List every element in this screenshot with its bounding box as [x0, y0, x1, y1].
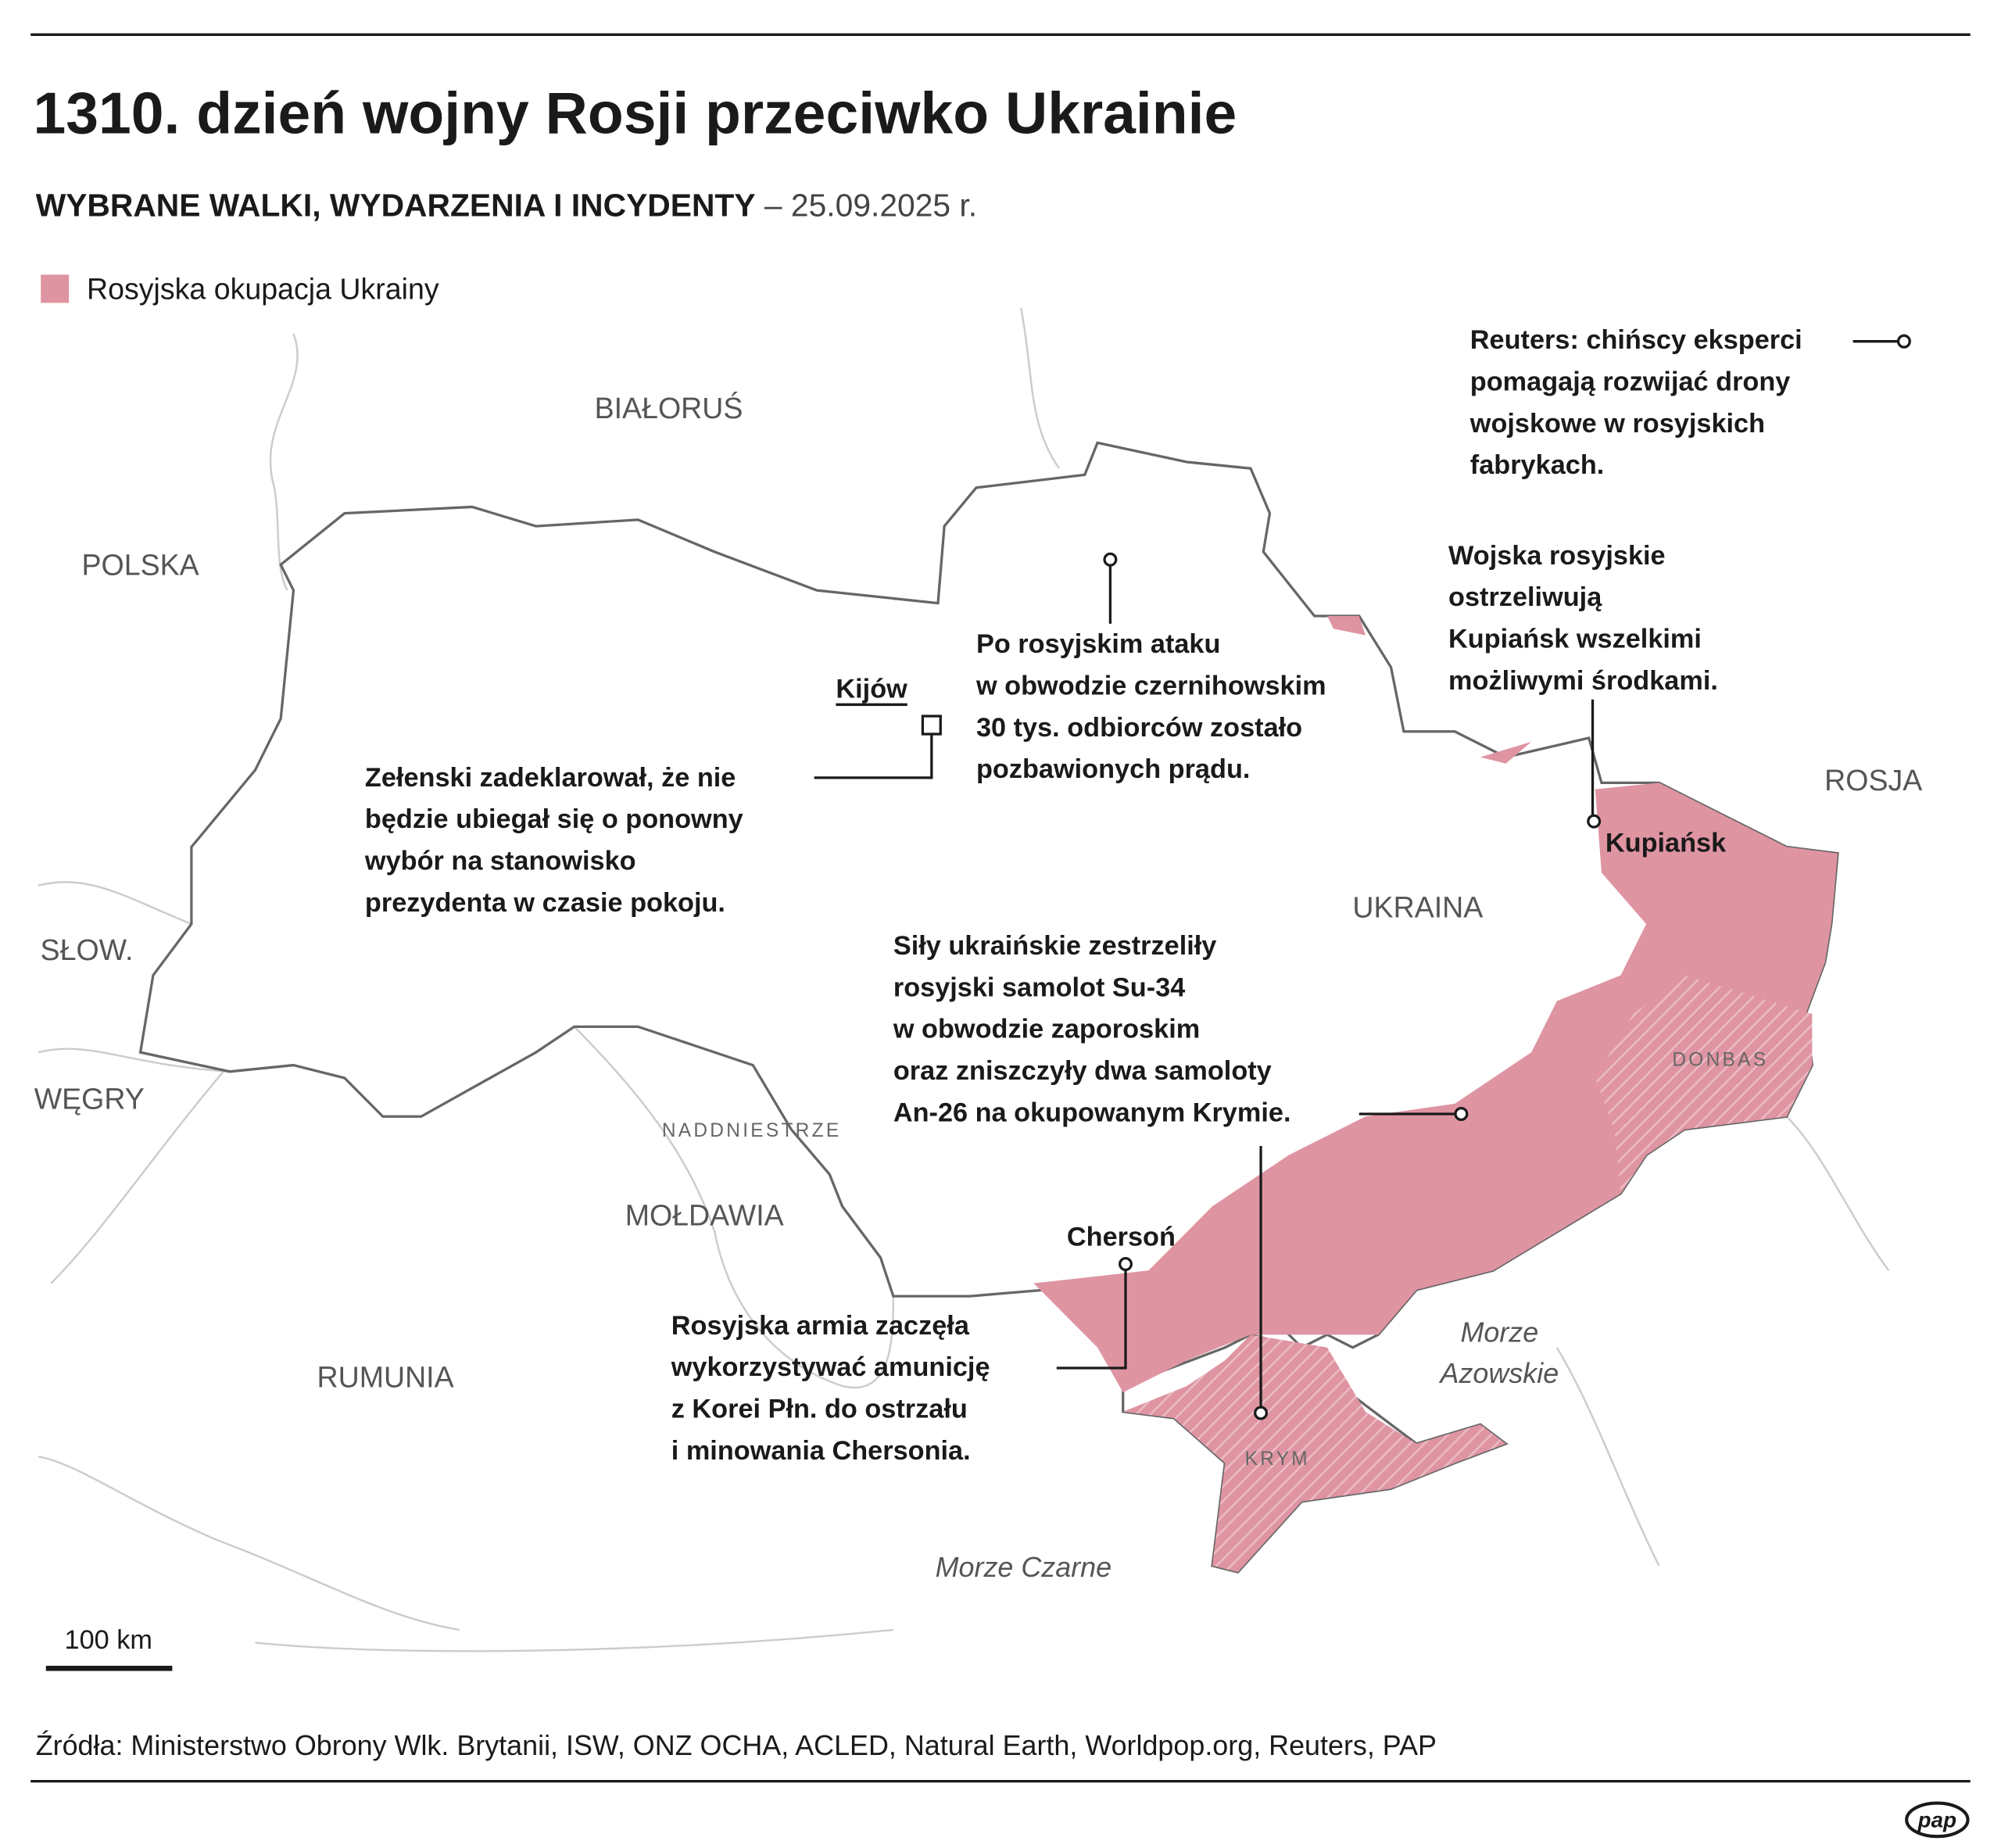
annotation-line: 30 tys. odbiorców zostało [976, 713, 1302, 743]
country-label: ROSJA [1824, 764, 1923, 797]
title: 1310. dzień wojny Rosji przeciwko Ukrain… [33, 80, 1237, 145]
country-label: POLSKA [81, 548, 199, 581]
annotation-line: Po rosyjskim ataku [976, 629, 1220, 659]
subtitle: WYBRANE WALKI, WYDARZENIA I INCYDENTY – … [36, 188, 977, 224]
country-label: BIAŁORUŚ [595, 392, 743, 424]
annotation-line: Reuters: chińscy eksperci [1470, 325, 1802, 355]
occupied-border-area [1326, 616, 1532, 764]
annotation-line: pozbawionych prądu. [976, 754, 1250, 784]
annotation-line: będzie ubiegał się o ponowny [365, 804, 743, 834]
crimea-area [1122, 1334, 1506, 1573]
scale-label: 100 km [65, 1625, 152, 1655]
city-marker [1587, 814, 1602, 829]
logo-frame [1905, 1801, 1970, 1839]
country-label: WĘGRY [34, 1082, 145, 1115]
event-marker [1103, 552, 1118, 567]
annotation-line: oraz zniszczyły dwa samoloty [893, 1056, 1272, 1086]
annotation-line: ostrzeliwują [1448, 582, 1602, 612]
annotation-line: Rosyjska armia zaczęła [671, 1311, 970, 1341]
legend-swatch [41, 274, 70, 303]
annotation-line: rosyjski samolot Su-34 [893, 972, 1185, 1002]
sea-label: Azowskie [1439, 1357, 1559, 1389]
leader-line [814, 734, 933, 779]
annotation-line: wykorzystywać amunicję [671, 1352, 990, 1382]
leader-line [1056, 1270, 1127, 1370]
neighbour-borders [38, 307, 1890, 1653]
annotation-line: fabrykach. [1470, 450, 1604, 480]
annotation-line: w obwodzie zaporoskim [893, 1015, 1200, 1044]
annotation-line: wybór na stanowisko [364, 847, 636, 876]
city-label: Chersoń [1067, 1223, 1176, 1252]
country-label: SŁOW. [41, 933, 134, 966]
annotation-line: w obwodzie czernihowskim [975, 671, 1326, 700]
subtitle-date: – 25.09.2025 r. [764, 188, 977, 224]
sources: Źródła: Ministerstwo Obrony Wlk. Brytani… [36, 1729, 1437, 1761]
annotation-line: i minowania Chersonia. [671, 1436, 971, 1466]
occupied-area [1033, 783, 1838, 1393]
annotation-line: z Korei Płn. do ostrzału [671, 1394, 968, 1424]
event-marker [1896, 334, 1911, 349]
leader-line [1259, 1112, 1455, 1408]
city-marker [1119, 1257, 1133, 1272]
capital-marker [921, 714, 942, 736]
city-label: Kupiańsk [1605, 829, 1727, 858]
event-marker [1254, 1406, 1269, 1420]
region-label: DONBAS [1672, 1049, 1768, 1070]
country-label: NADDNIESTRZE [662, 1120, 842, 1141]
legend-label: Rosyjska okupacja Ukrainy [87, 272, 439, 305]
logo: pap [1917, 1807, 1956, 1832]
subtitle-bold: WYBRANE WALKI, WYDARZENIA I INCYDENTY [36, 188, 756, 224]
sea-label: Morze [1460, 1316, 1538, 1348]
annotation-line: wojskowe w rosyjskich [1469, 409, 1765, 439]
annotation-line: Kupiańsk wszelkimi [1448, 624, 1702, 654]
city-label: Kijów [836, 675, 907, 704]
donbas-area [1595, 975, 1813, 1194]
region-label: KRYM [1245, 1449, 1310, 1470]
annotation-line: możliwymi środkami. [1448, 666, 1718, 696]
annotation-line: prezydenta w czasie pokoju. [365, 888, 725, 918]
country-label: RUMUNIA [317, 1360, 454, 1393]
country-label: UKRAINA [1352, 891, 1484, 924]
annotation-line: An-26 na okupowanym Krymie. [893, 1098, 1291, 1127]
annotation-line: Wojska rosyjskie [1448, 541, 1666, 571]
event-marker [1454, 1106, 1469, 1121]
annotation-line: Zełenski zadeklarował, że nie [365, 763, 736, 793]
annotation-line: pomagają rozwijać drony [1470, 367, 1791, 396]
annotation-line: Siły ukraińskie zestrzeliły [893, 931, 1216, 961]
sea-label: Morze Czarne [936, 1551, 1111, 1583]
country-label: MOŁDAWIA [625, 1199, 785, 1232]
annotations: Reuters: chińscy eksperci pomagają rozwij… [364, 325, 1802, 1466]
